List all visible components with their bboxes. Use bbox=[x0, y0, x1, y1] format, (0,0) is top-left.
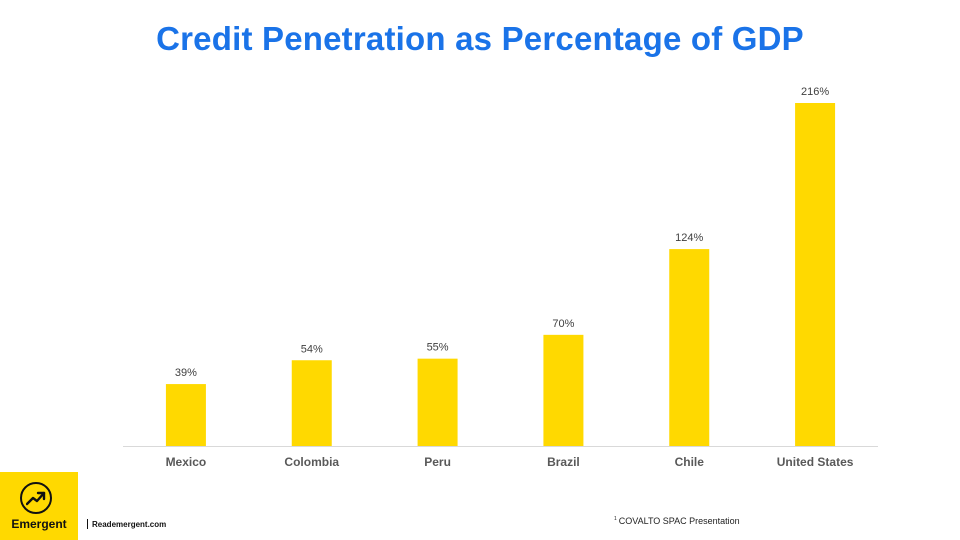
x-tick-label: United States bbox=[777, 455, 854, 469]
x-tick-label: Brazil bbox=[547, 455, 580, 469]
data-label: 55% bbox=[427, 342, 449, 354]
source-text: COVALTO SPAC Presentation bbox=[618, 516, 740, 526]
data-labels-group: 39% 54% 55% 70% 124% 216% bbox=[175, 86, 829, 379]
bar-mexico bbox=[165, 384, 206, 446]
divider bbox=[87, 519, 88, 529]
x-tick-label: Chile bbox=[675, 455, 705, 469]
x-tick-label: Mexico bbox=[166, 455, 207, 469]
bar-united-states bbox=[795, 103, 836, 446]
brand-name: Emergent bbox=[11, 517, 67, 531]
bar-brazil bbox=[543, 334, 584, 446]
data-label: 39% bbox=[175, 367, 197, 379]
website-link[interactable]: Reademergent.com bbox=[87, 519, 166, 529]
data-label: 216% bbox=[801, 86, 829, 98]
x-tick-labels-group: Mexico Colombia Peru Brazil Chile United Stat… bbox=[166, 455, 854, 469]
chart-title: Credit Penetration as Percentage of GDP bbox=[156, 20, 804, 57]
emergent-logo[interactable]: Emergent bbox=[0, 472, 78, 540]
source-marker: 1 bbox=[614, 516, 617, 522]
bar-peru bbox=[417, 358, 458, 446]
trending-up-icon bbox=[20, 482, 52, 514]
bar-chile bbox=[669, 249, 710, 446]
data-label: 124% bbox=[675, 232, 703, 244]
data-label: 54% bbox=[301, 343, 323, 355]
x-tick-label: Colombia bbox=[284, 455, 339, 469]
website-text: Reademergent.com bbox=[92, 520, 167, 529]
x-tick-label: Peru bbox=[424, 455, 451, 469]
source-note: 1 COVALTO SPAC Presentation bbox=[614, 516, 740, 526]
bar-colombia bbox=[291, 360, 332, 446]
data-label: 70% bbox=[552, 318, 574, 330]
bars-group bbox=[165, 103, 836, 446]
